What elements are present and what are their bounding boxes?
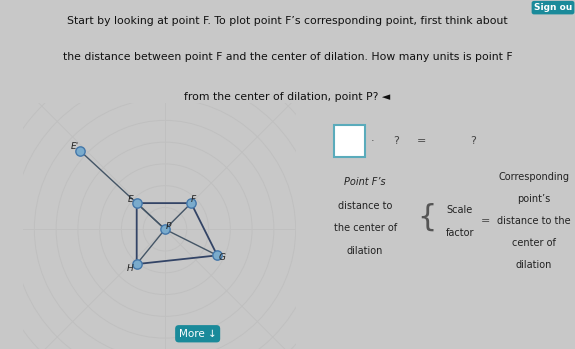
- Text: P: P: [166, 222, 171, 231]
- Text: Start by looking at point F. To plot point F’s corresponding point, first think : Start by looking at point F. To plot poi…: [67, 16, 508, 26]
- Point: [160, 227, 170, 232]
- Text: distance to the: distance to the: [497, 216, 571, 226]
- Text: dilation: dilation: [516, 260, 552, 270]
- Text: Corresponding: Corresponding: [499, 172, 570, 182]
- Text: Point F’s: Point F’s: [344, 177, 386, 187]
- Text: More ↓: More ↓: [179, 329, 217, 339]
- Point: [132, 200, 141, 206]
- Text: dilation: dilation: [347, 246, 384, 255]
- Text: G: G: [218, 253, 225, 262]
- Text: E': E': [71, 142, 79, 150]
- Text: Scale: Scale: [447, 205, 473, 215]
- Text: =: =: [481, 216, 490, 226]
- Text: point’s: point’s: [518, 194, 551, 204]
- Text: =: =: [417, 136, 426, 146]
- Text: E: E: [127, 195, 133, 204]
- Point: [186, 200, 196, 206]
- Text: Sign ou: Sign ou: [534, 3, 572, 12]
- FancyBboxPatch shape: [335, 125, 365, 157]
- Text: ?: ?: [393, 136, 399, 146]
- Text: distance to: distance to: [338, 201, 392, 211]
- Text: from the center of dilation, point P? ◄︎: from the center of dilation, point P? ◄︎: [185, 92, 390, 102]
- Text: ?: ?: [470, 136, 476, 146]
- Text: F: F: [191, 195, 196, 204]
- Point: [132, 261, 141, 267]
- Text: the center of: the center of: [334, 223, 397, 233]
- Text: factor: factor: [446, 228, 474, 238]
- Point: [75, 148, 85, 154]
- Text: {: {: [417, 203, 436, 232]
- Point: [213, 253, 222, 258]
- Text: ·: ·: [371, 136, 375, 146]
- Text: the distance between point F and the center of dilation. How many units is point: the distance between point F and the cen…: [63, 52, 512, 62]
- Text: center of: center of: [512, 238, 556, 248]
- Text: H: H: [127, 265, 134, 273]
